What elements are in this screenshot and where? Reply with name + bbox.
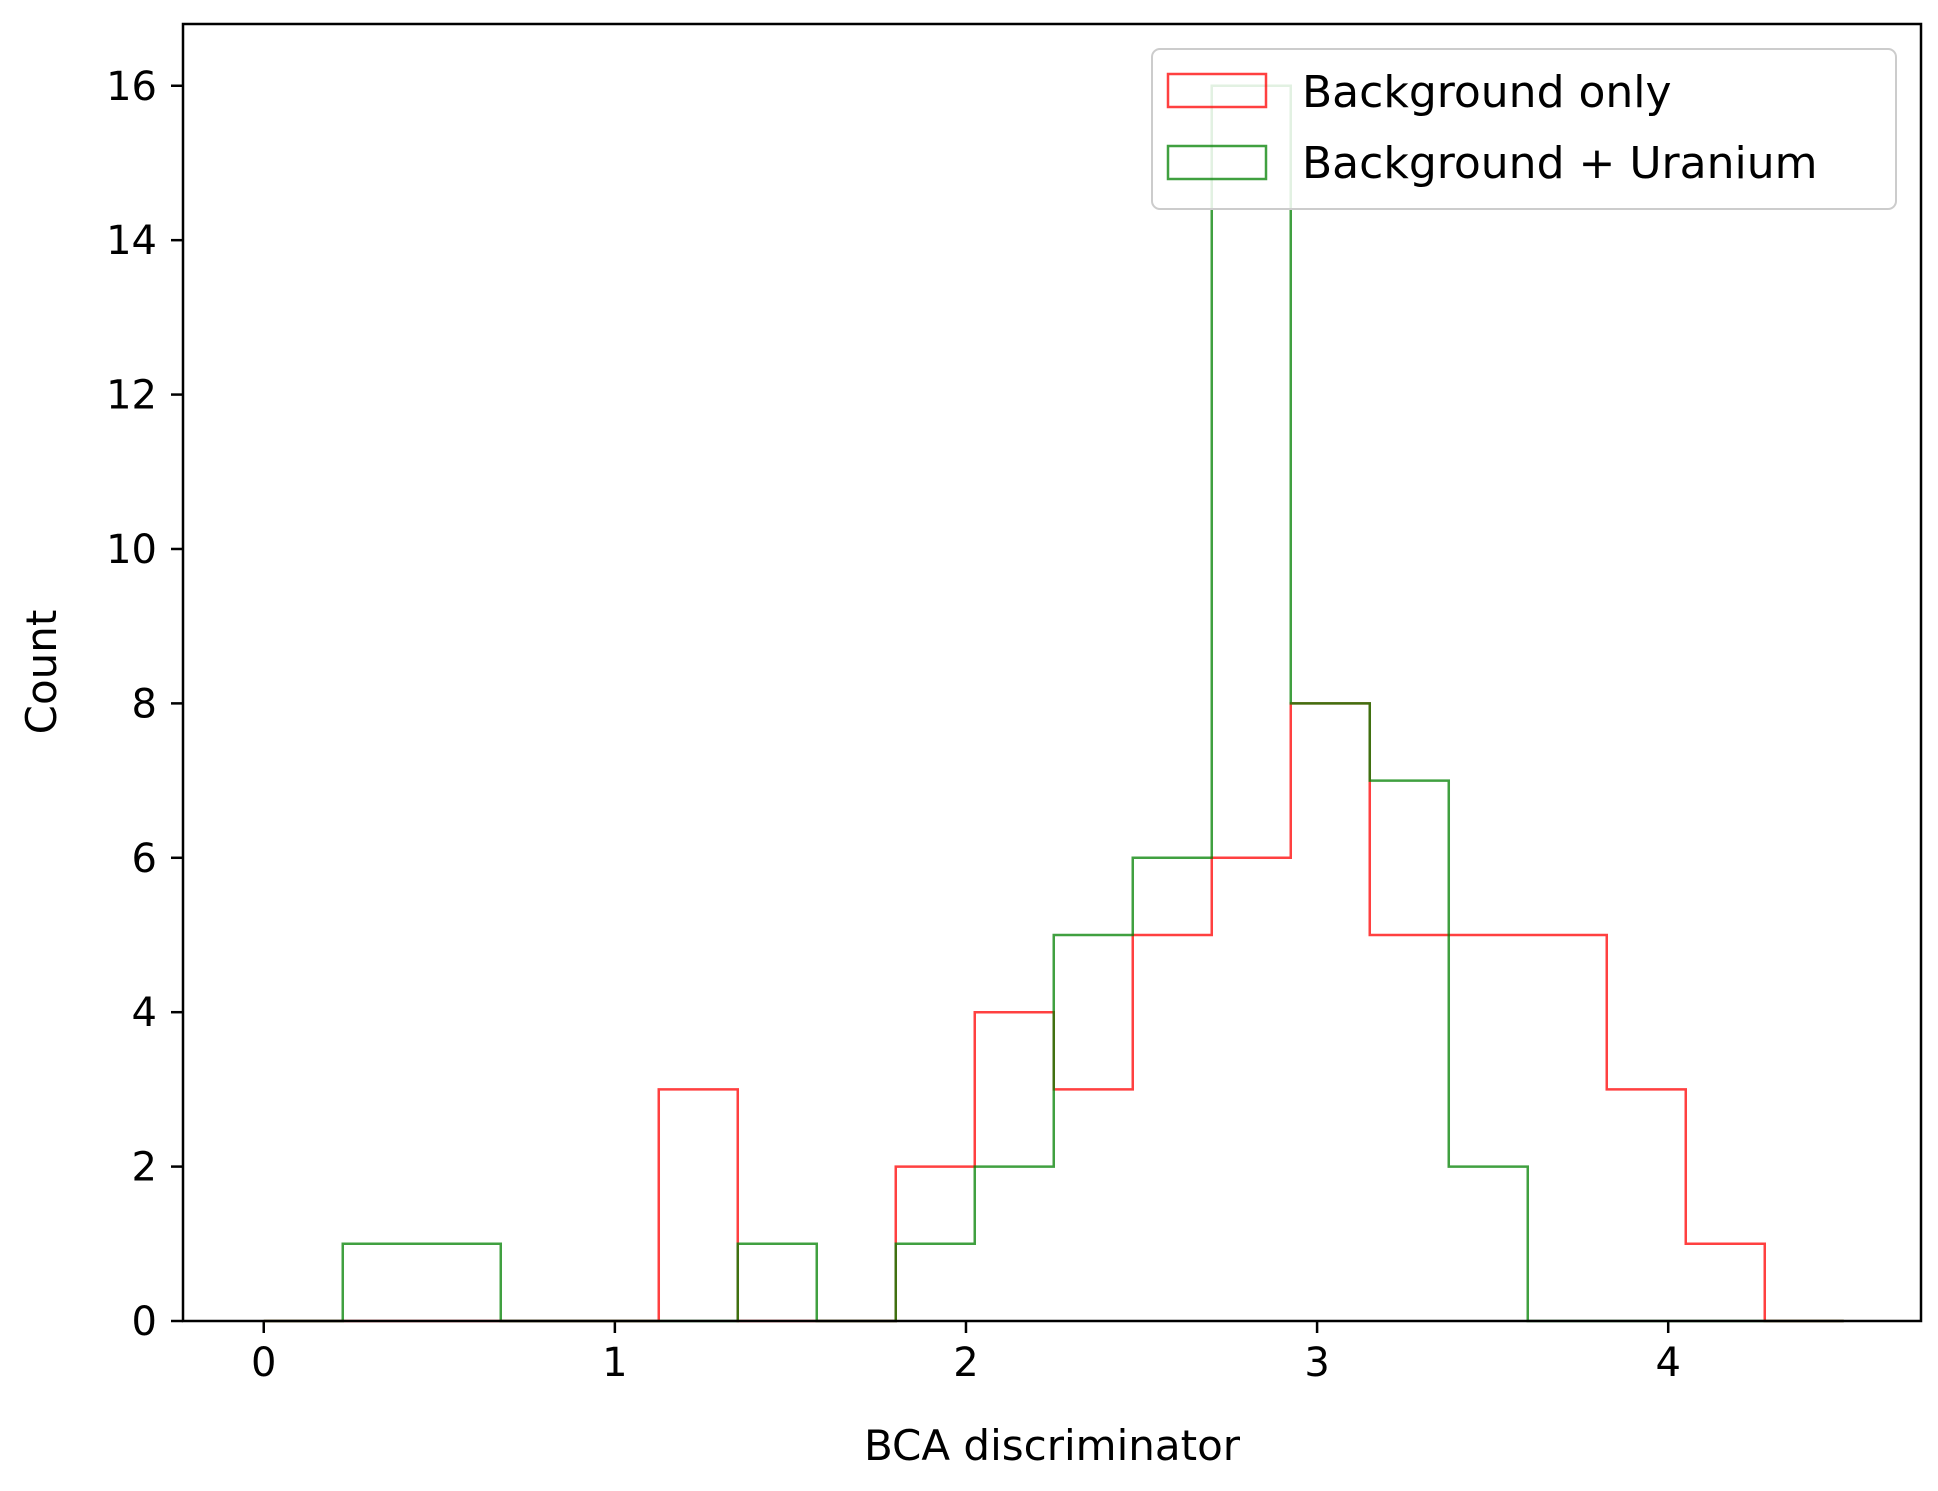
- y-tick-label: 4: [132, 990, 157, 1036]
- legend-label-background-uranium: Background + Uranium: [1302, 138, 1817, 189]
- x-axis-label: BCA discriminator: [864, 1421, 1241, 1470]
- legend-swatch-background-only: [1166, 72, 1268, 109]
- x-tick-label: 0: [251, 1340, 276, 1386]
- y-tick-label: 8: [132, 681, 157, 727]
- plot-area-frame: [181, 22, 1923, 1323]
- legend-swatch-background-uranium: [1166, 144, 1268, 181]
- y-tick-label: 2: [132, 1145, 157, 1191]
- x-tick-label: 2: [953, 1340, 978, 1386]
- legend: Background only Background + Uranium: [1151, 48, 1897, 210]
- y-tick-label: 6: [132, 836, 157, 882]
- x-tick-label: 3: [1304, 1340, 1329, 1386]
- histogram-series-background-uranium: [263, 84, 1844, 1323]
- histogram-series-background-only: [263, 702, 1844, 1323]
- y-tick-label: 16: [106, 64, 157, 110]
- x-tick-label: 4: [1655, 1340, 1680, 1386]
- legend-box: [1151, 48, 1897, 210]
- y-tick-label: 12: [106, 373, 157, 419]
- y-tick-label: 10: [106, 527, 157, 573]
- series-layer: [263, 84, 1844, 1323]
- x-tick-label: 1: [602, 1340, 627, 1386]
- y-axis-label: Count: [17, 610, 66, 735]
- legend-label-background-only: Background only: [1302, 67, 1672, 118]
- y-tick-label: 0: [132, 1299, 157, 1345]
- y-tick-label: 14: [106, 218, 157, 264]
